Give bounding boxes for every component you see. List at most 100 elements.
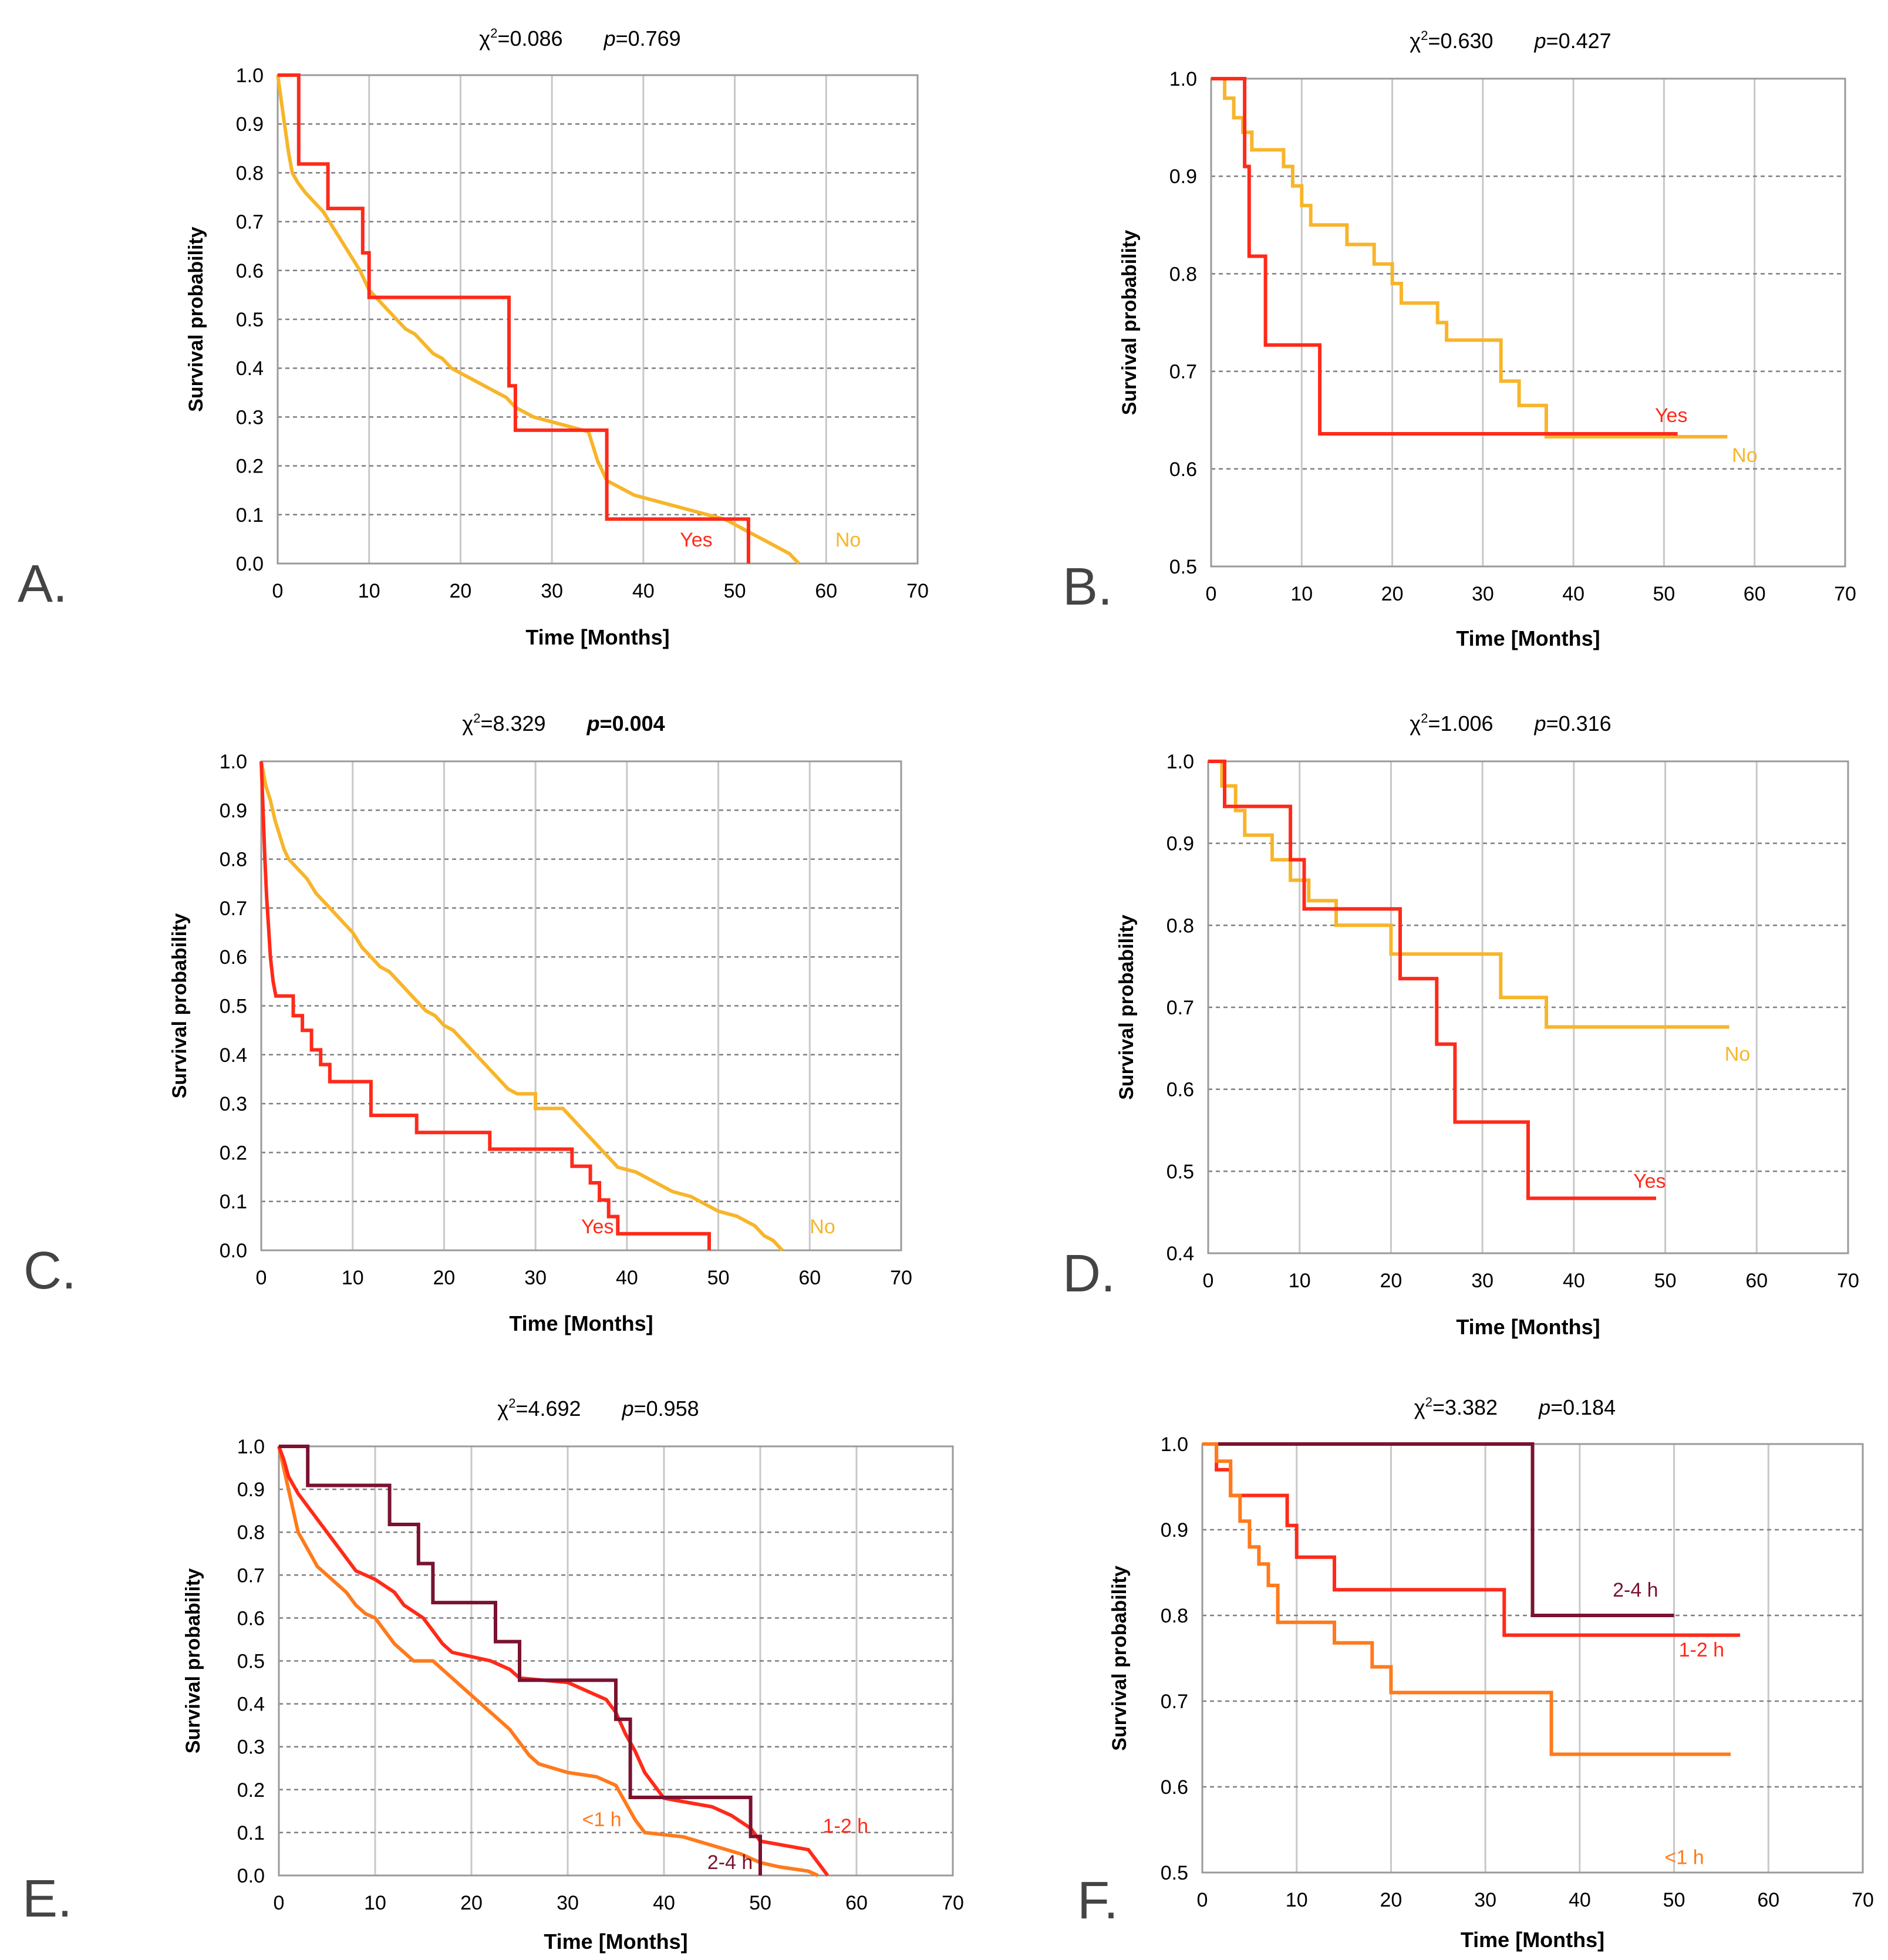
x-tick-label: 40 — [616, 1267, 638, 1289]
survival-curve-24h — [279, 1445, 762, 1875]
survival-curve-1h — [277, 1446, 819, 1877]
x-tick-label: 0 — [274, 1892, 285, 1914]
x-tick-label: 30 — [541, 580, 563, 602]
panel-letter: A. — [18, 555, 68, 613]
x-tick-label: 30 — [557, 1892, 579, 1914]
y-tick-label: 1.0 — [236, 65, 264, 87]
plot-frame — [260, 760, 902, 1251]
x-tick-label: 50 — [1653, 583, 1675, 605]
x-tick-label: 10 — [1289, 1270, 1311, 1292]
series-label: No — [1725, 1043, 1750, 1065]
x-tick-label: 0 — [272, 580, 284, 602]
p-value: =0.427 — [1546, 29, 1611, 53]
y-tick-label: 0.7 — [1161, 1691, 1188, 1713]
x-tick-label: 10 — [1290, 583, 1313, 605]
y-axis-label: Survival probability — [185, 227, 207, 412]
p-symbol: p — [604, 26, 616, 50]
panel-letter: F. — [1077, 1871, 1118, 1930]
chi-symbol: χ — [1410, 711, 1421, 736]
y-tick-label: 0.8 — [220, 849, 247, 871]
x-tick-label: 30 — [524, 1267, 547, 1289]
series-label: <1 h — [582, 1809, 622, 1831]
series-label: No — [810, 1216, 835, 1238]
y-tick-label: 0.5 — [1161, 1862, 1188, 1884]
y-tick-label: 0.2 — [236, 456, 264, 478]
chi-value: =0.630 — [1428, 29, 1493, 53]
y-tick-label: 0.5 — [1169, 556, 1197, 578]
series-label: No — [1732, 444, 1757, 467]
y-tick-label: 0.8 — [1169, 263, 1197, 285]
y-tick-label: 0.4 — [220, 1044, 247, 1067]
y-tick-label: 0.7 — [236, 211, 264, 234]
x-tick-label: 60 — [815, 580, 837, 602]
y-tick-label: 1.0 — [237, 1436, 265, 1458]
y-tick-label: 0.8 — [1161, 1605, 1188, 1627]
chi-symbol: χ — [497, 1396, 508, 1421]
y-tick-label: 1.0 — [1161, 1433, 1188, 1456]
y-tick-label: 0.9 — [1166, 833, 1194, 855]
x-tick-label: 10 — [1286, 1889, 1308, 1911]
x-axis-label: Time [Months] — [1461, 1928, 1604, 1952]
x-tick-label: 70 — [890, 1267, 912, 1289]
y-tick-label: 0.7 — [1166, 997, 1194, 1019]
x-tick-label: 20 — [1380, 1270, 1402, 1292]
y-tick-label: 0.8 — [236, 162, 264, 184]
x-tick-label: 20 — [450, 580, 472, 602]
p-symbol: p — [586, 711, 600, 736]
y-tick-label: 0.6 — [236, 260, 264, 282]
y-tick-label: 0.0 — [237, 1865, 265, 1887]
y-tick-label: 0.4 — [236, 357, 264, 380]
x-tick-label: 20 — [460, 1892, 483, 1914]
stats-title: χ2=4.692 p=0.958 — [497, 1396, 699, 1421]
survival-curve-yes — [1211, 77, 1678, 436]
chi-superscript: 2 — [473, 711, 480, 726]
x-tick-label: 60 — [798, 1267, 821, 1289]
chi-symbol: χ — [1410, 29, 1421, 53]
x-tick-label: 40 — [1569, 1889, 1591, 1911]
y-tick-label: 0.7 — [237, 1564, 265, 1587]
p-value: =0.004 — [600, 711, 665, 736]
x-tick-label: 60 — [1757, 1889, 1779, 1911]
y-tick-label: 0.9 — [220, 799, 247, 822]
series-label: Yes — [581, 1216, 613, 1238]
survival-curve-1h — [1202, 1442, 1731, 1756]
series-label: Yes — [1633, 1170, 1666, 1192]
p-symbol: p — [622, 1396, 634, 1421]
x-tick-label: 40 — [653, 1892, 675, 1914]
x-tick-label: 60 — [845, 1892, 868, 1914]
y-axis-label: Survival probability — [1115, 915, 1138, 1100]
chi-value: =1.006 — [1428, 711, 1493, 736]
panel-b: 0 10 20 30 40 50 60 70 0.5 0.6 0.7 0.8 0.9 1.0 Time [M… — [1063, 28, 1856, 650]
x-tick-label: 60 — [1745, 1270, 1768, 1292]
survival-curve-yes — [259, 761, 711, 1250]
plot-frame — [277, 74, 919, 565]
panel-d: 0 10 20 30 40 50 60 70 0.4 0.5 0.6 0.7 0.8 0.9 1.0 Time… — [1063, 711, 1859, 1339]
y-tick-label: 0.5 — [237, 1651, 265, 1673]
stats-title: χ2=8.329 p=0.004 — [462, 711, 665, 736]
y-tick-label: 0.5 — [1166, 1161, 1194, 1183]
y-tick-label: 0.9 — [1169, 166, 1197, 188]
y-tick-label: 0.9 — [237, 1479, 265, 1501]
plot-frame — [278, 1445, 954, 1877]
survival-curve-no — [1211, 77, 1728, 438]
x-axis-label: Time [Months] — [1456, 626, 1600, 650]
y-tick-label: 0.1 — [220, 1191, 247, 1213]
x-tick-label: 70 — [942, 1892, 964, 1914]
survival-curve-12h — [277, 1445, 830, 1877]
panel-e: 0 10 20 30 40 50 60 70 0.0 0.1 0.2 0.3 0.4 0.5 0.6 0.7 0… — [22, 1396, 964, 1954]
panel-letter: C. — [23, 1242, 76, 1300]
x-tick-label: 10 — [358, 580, 380, 602]
panel-letter: B. — [1063, 558, 1112, 616]
x-axis-label: Time [Months] — [525, 625, 669, 649]
chi-superscript: 2 — [1421, 711, 1428, 726]
y-tick-label: 0.3 — [220, 1093, 247, 1115]
x-axis-label: Time [Months] — [509, 1311, 653, 1335]
x-tick-label: 30 — [1474, 1889, 1496, 1911]
y-tick-label: 0.6 — [1169, 458, 1197, 481]
x-tick-label: 0 — [256, 1267, 267, 1289]
y-tick-label: 0.8 — [1166, 915, 1194, 937]
panel-a: 0 10 20 30 40 50 60 70 0.0 0.1 0.2 0.3 0.4 0.5 0.6 0.7 0… — [18, 26, 929, 649]
chi-superscript: 2 — [1421, 28, 1428, 43]
x-tick-label: 0 — [1206, 583, 1217, 605]
series-label: 1-2 h — [823, 1815, 869, 1837]
